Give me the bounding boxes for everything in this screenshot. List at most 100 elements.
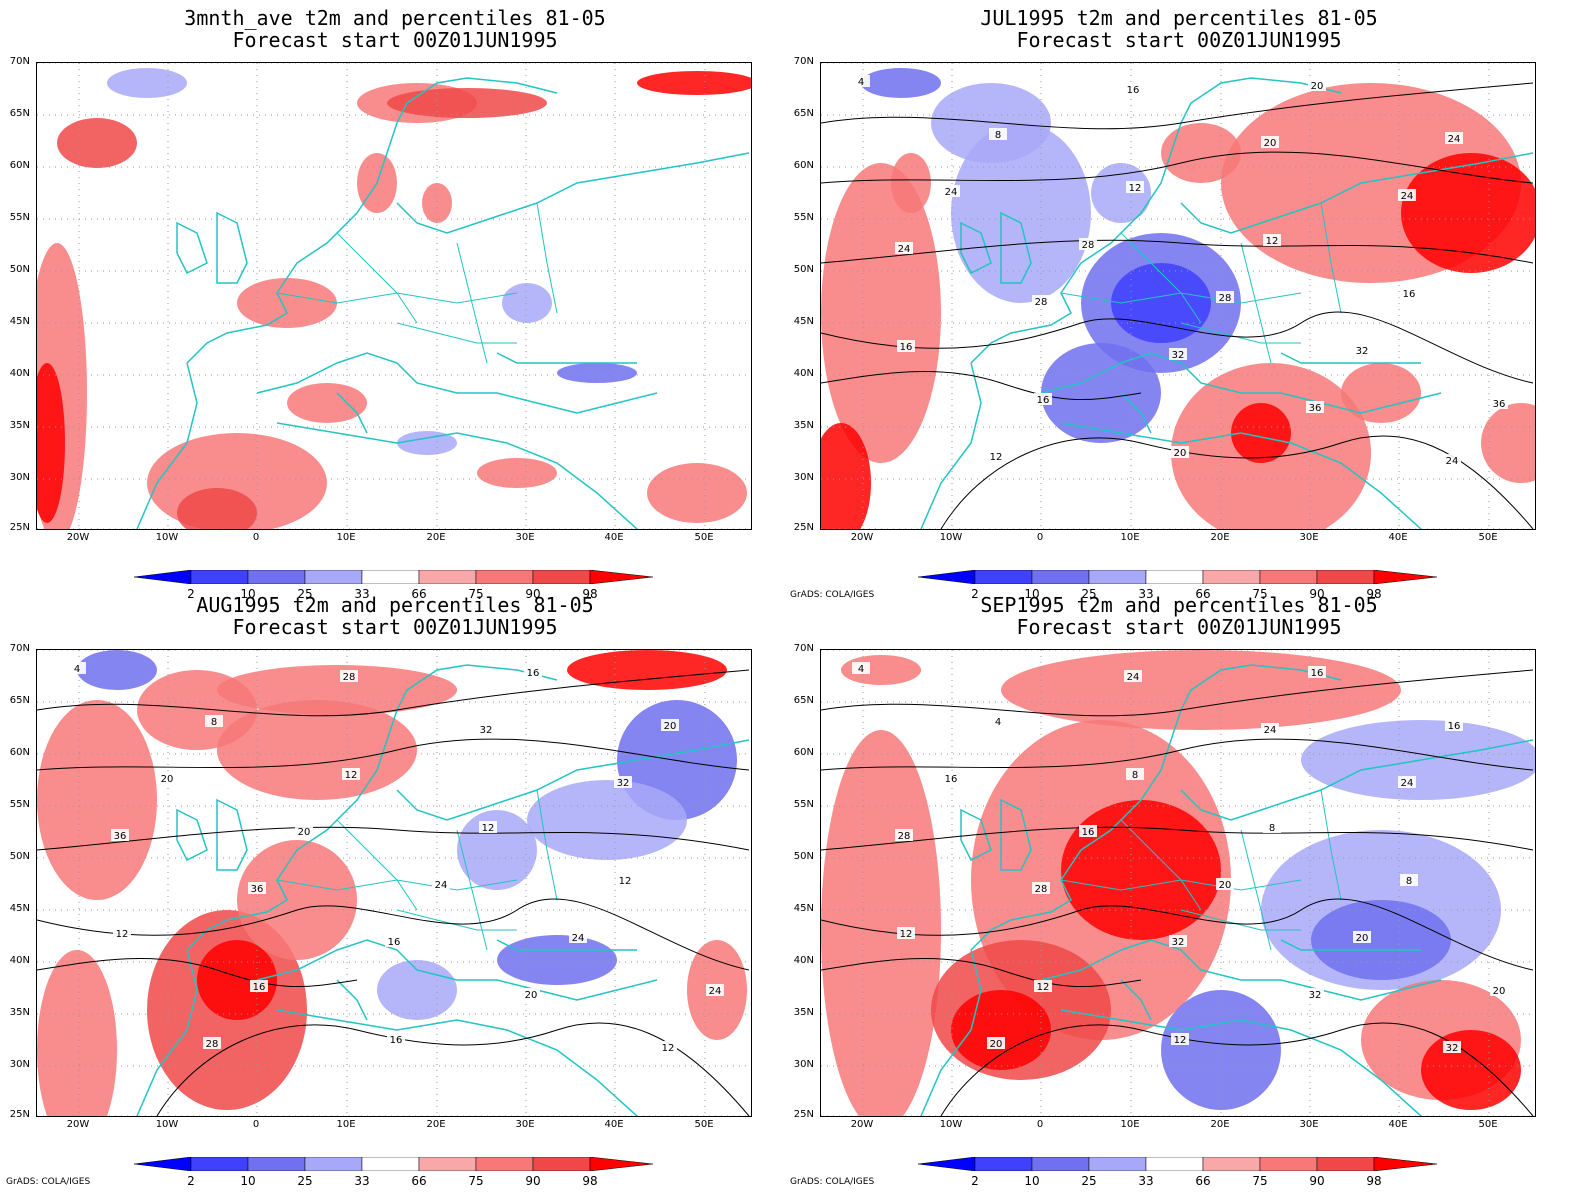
percentile-shading xyxy=(637,71,751,95)
percentile-shading xyxy=(177,488,257,529)
lon-label: 10W xyxy=(155,532,179,543)
percentile-shading xyxy=(1401,153,1535,273)
map-svg xyxy=(37,63,751,529)
colorbar-label: 75 xyxy=(468,587,484,601)
contour-label: 36 xyxy=(114,831,127,842)
contour-label: 16 xyxy=(253,982,266,993)
contour-label-bg xyxy=(987,1037,1005,1049)
contour-label: 4 xyxy=(995,717,1001,728)
lon-label: 20W xyxy=(850,532,874,543)
contour-label: 24 xyxy=(435,880,448,891)
lon-label: 20E xyxy=(426,532,446,543)
colorbar-label: 90 xyxy=(1309,1174,1325,1188)
colorbar-segment xyxy=(918,570,976,584)
colorbar-segment xyxy=(1088,1157,1147,1171)
contour-label: 24 xyxy=(898,244,911,255)
contour-label-bg xyxy=(295,825,313,837)
percentile-shading xyxy=(931,83,1051,163)
percentile-shading xyxy=(77,650,157,690)
colorbar xyxy=(134,570,654,584)
contour-label-bg xyxy=(1079,825,1097,837)
percentile-shading xyxy=(287,383,367,423)
contour-label: 24 xyxy=(1264,725,1277,736)
lat-label: 45N xyxy=(9,316,30,327)
colorbar-label: 75 xyxy=(1252,587,1268,601)
coastline xyxy=(920,664,1534,1116)
contour-label-bg xyxy=(1169,935,1187,947)
country-borders xyxy=(1060,202,1342,364)
panel-subtitle: Forecast start 00Z01JUN1995 xyxy=(232,28,558,52)
lat-label: 40N xyxy=(9,368,30,379)
contour-label: 12 xyxy=(619,876,632,887)
colorbar-label: 10 xyxy=(240,1174,256,1188)
map-panel: AUG1995 t2m and percentiles 81-05 Forecas… xyxy=(0,587,790,1188)
colorbar-segment xyxy=(134,570,192,584)
lat-label: 40N xyxy=(9,955,30,966)
contour-label-bg xyxy=(897,340,915,352)
contour-label: 20 xyxy=(298,827,311,838)
colorbar-segment xyxy=(1202,570,1261,584)
panel-subtitle: Forecast start 00Z01JUN1995 xyxy=(1016,615,1342,639)
percentile-shading xyxy=(821,730,941,1116)
country-borders xyxy=(1060,789,1342,951)
temperature-contour xyxy=(156,1022,750,1116)
colorbar-segment xyxy=(532,570,591,584)
colorbar-label: 33 xyxy=(1138,1174,1154,1188)
lon-label: 30E xyxy=(515,1119,535,1130)
lon-label: 10E xyxy=(1120,1119,1140,1130)
lat-label: 40N xyxy=(793,955,814,966)
lon-label: 10E xyxy=(1120,532,1140,543)
colorbar-segment xyxy=(1145,1157,1204,1171)
percentile-shading xyxy=(1061,800,1221,940)
lat-label: 30N xyxy=(9,1059,30,1070)
lat-label: 70N xyxy=(793,643,814,654)
contour-label-bg xyxy=(250,980,268,992)
lat-label: 50N xyxy=(9,264,30,275)
contour-label: 28 xyxy=(1219,293,1232,304)
percentile-shading xyxy=(1231,403,1291,463)
lon-label: 40E xyxy=(604,532,624,543)
contour-label-bg xyxy=(387,1033,405,1045)
percentile-shading xyxy=(821,163,941,463)
contour-label: 16 xyxy=(1448,721,1461,732)
contour-label: 16 xyxy=(1311,668,1324,679)
contour-label: 24 xyxy=(709,986,722,997)
lat-label: 50N xyxy=(9,851,30,862)
lat-label: 45N xyxy=(793,903,814,914)
lat-label: 35N xyxy=(793,1007,814,1018)
percentile-shading xyxy=(422,183,452,223)
contour-label-bg xyxy=(1169,348,1187,360)
colorbar-segment xyxy=(1316,1157,1375,1171)
contour-label: 12 xyxy=(1266,236,1279,247)
panel-title: SEP1995 t2m and percentiles 81-05 xyxy=(980,593,1378,617)
colorbar-label: 2 xyxy=(187,1174,195,1188)
map-panel: JUL1995 t2m and percentiles 81-05 Forecas… xyxy=(784,0,1574,601)
panel-title: AUG1995 t2m and percentiles 81-05 xyxy=(196,593,594,617)
percentile-shading xyxy=(457,810,537,890)
contour-label-bg xyxy=(248,882,266,894)
lat-label: 30N xyxy=(793,472,814,483)
contour-label: 16 xyxy=(1037,395,1050,406)
contour-label-bg xyxy=(203,1037,221,1049)
contour-label-bg xyxy=(1490,397,1508,409)
contour-label-bg xyxy=(1353,931,1371,943)
coastline xyxy=(920,77,1534,529)
colorbar-label: 66 xyxy=(1195,587,1211,601)
contour-label: 24 xyxy=(1127,672,1140,683)
temperature-contour xyxy=(37,738,750,771)
lon-label: 50E xyxy=(1478,1119,1498,1130)
contour-label-bg xyxy=(1306,401,1324,413)
contour-label-bg xyxy=(1171,446,1189,458)
colorbar-segment xyxy=(532,1157,591,1171)
percentile-shading xyxy=(1311,900,1451,980)
percentile-shading xyxy=(1341,363,1421,423)
contour-label: 20 xyxy=(1219,880,1232,891)
contour-label-bg xyxy=(477,723,495,735)
lat-label: 25N xyxy=(9,522,30,533)
percentile-shading xyxy=(37,363,65,523)
colorbar-segment xyxy=(190,570,249,584)
percentile-shading xyxy=(37,700,157,900)
contour-label-bg xyxy=(205,715,223,727)
percentile-shading xyxy=(477,458,557,488)
colorbar xyxy=(134,1157,654,1171)
